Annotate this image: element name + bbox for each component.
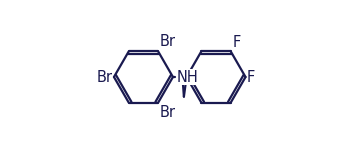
Text: Br: Br bbox=[160, 34, 175, 49]
Text: F: F bbox=[247, 69, 255, 85]
Text: NH: NH bbox=[177, 69, 199, 85]
Text: Br: Br bbox=[160, 105, 175, 120]
Text: Br: Br bbox=[97, 69, 113, 85]
Text: F: F bbox=[232, 35, 240, 50]
